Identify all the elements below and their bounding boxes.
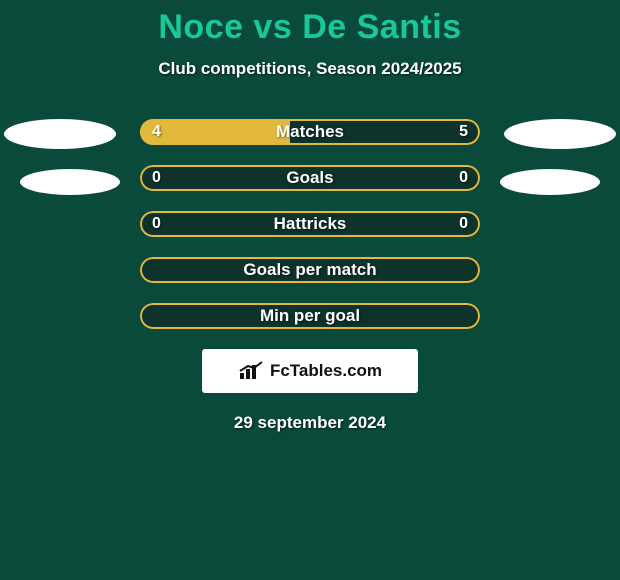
logo-text: FcTables.com [270, 361, 382, 381]
stat-row: Min per goal [140, 303, 480, 329]
stat-right-value: 0 [459, 165, 468, 191]
stat-label: Hattricks [140, 211, 480, 237]
footer-date: 29 september 2024 [0, 413, 620, 433]
stat-row: 0 Goals 0 [140, 165, 480, 191]
logo-box: FcTables.com [202, 349, 418, 393]
stat-row: 0 Hattricks 0 [140, 211, 480, 237]
comparison-block: 4 Matches 5 0 Goals 0 0 Hattricks 0 [0, 119, 620, 433]
stat-label: Goals [140, 165, 480, 191]
stat-label: Matches [140, 119, 480, 145]
page-root: Noce vs De Santis Club competitions, Sea… [0, 0, 620, 580]
player-right-ellipse-2 [500, 169, 600, 195]
stat-label: Goals per match [140, 257, 480, 283]
page-subtitle: Club competitions, Season 2024/2025 [0, 59, 620, 79]
stat-row: 4 Matches 5 [140, 119, 480, 145]
logo-chart-icon [238, 361, 264, 381]
stat-right-value: 5 [459, 119, 468, 145]
player-left-ellipse-2 [20, 169, 120, 195]
page-title: Noce vs De Santis [0, 0, 620, 47]
stat-right-value: 0 [459, 211, 468, 237]
player-right-ellipse-1 [504, 119, 616, 149]
stat-row: Goals per match [140, 257, 480, 283]
player-left-ellipse-1 [4, 119, 116, 149]
stat-label: Min per goal [140, 303, 480, 329]
stat-rows: 4 Matches 5 0 Goals 0 0 Hattricks 0 [140, 119, 480, 329]
